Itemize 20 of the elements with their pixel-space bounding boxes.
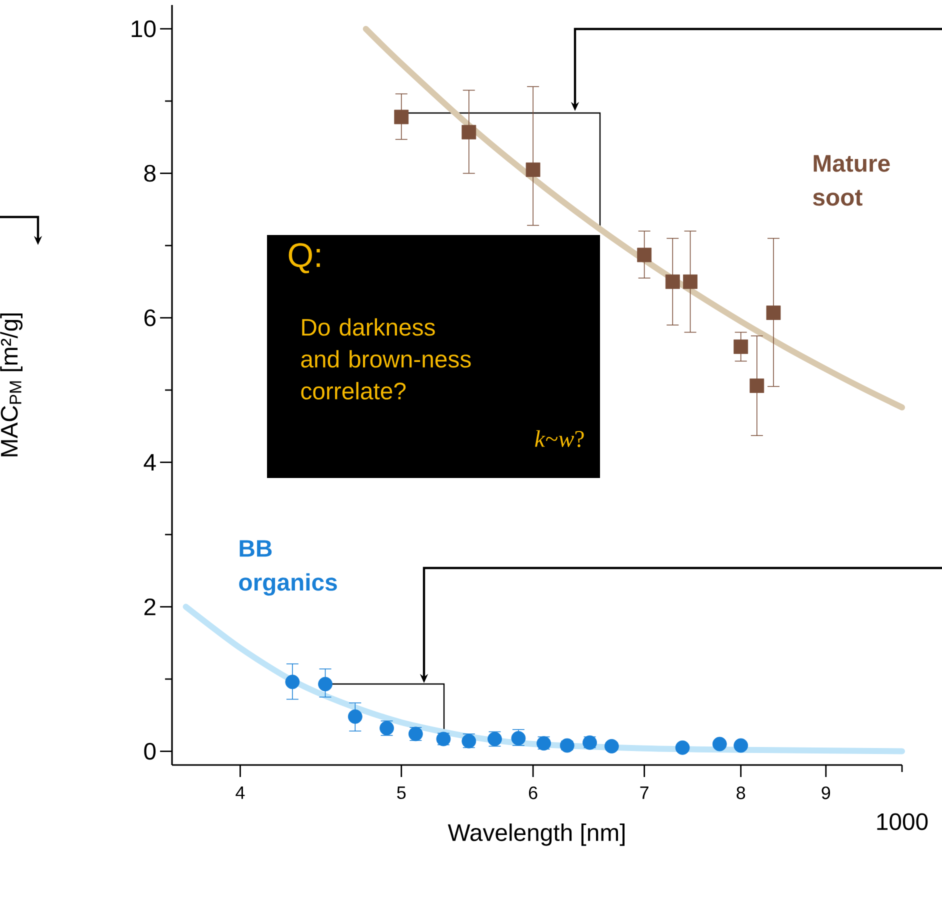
y-axis-title: MAC$_{PM}$ [m²/g] <box>0 313 22 456</box>
x-tick-label: 9 <box>822 786 830 800</box>
x-tick-label: 6 <box>528 786 538 800</box>
y-tick-label: 2 <box>144 598 156 616</box>
x-tick-label: 5 <box>397 786 406 800</box>
y-tick-label: 8 <box>144 164 156 182</box>
text: Mature soot <box>813 155 890 206</box>
x-tick-label: 4 <box>236 786 245 799</box>
y-tick-label: 6 <box>144 309 156 326</box>
x-axis-title: Wavelength [nm] <box>448 824 625 846</box>
text: BB organics <box>239 540 337 596</box>
x-tick-label: 8 <box>736 786 746 800</box>
annotation: Do darkness and brown-ness correlate? <box>301 318 471 400</box>
y-tick-label: 0 <box>144 742 156 760</box>
text: 1000 <box>877 813 928 830</box>
x-tick-label: 7 <box>640 786 648 799</box>
y-tick-label: 10 <box>132 20 156 38</box>
y-tick-label: 4 <box>144 454 156 471</box>
annotation: Q: <box>288 243 320 274</box>
annotation: k~w? <box>535 430 584 448</box>
